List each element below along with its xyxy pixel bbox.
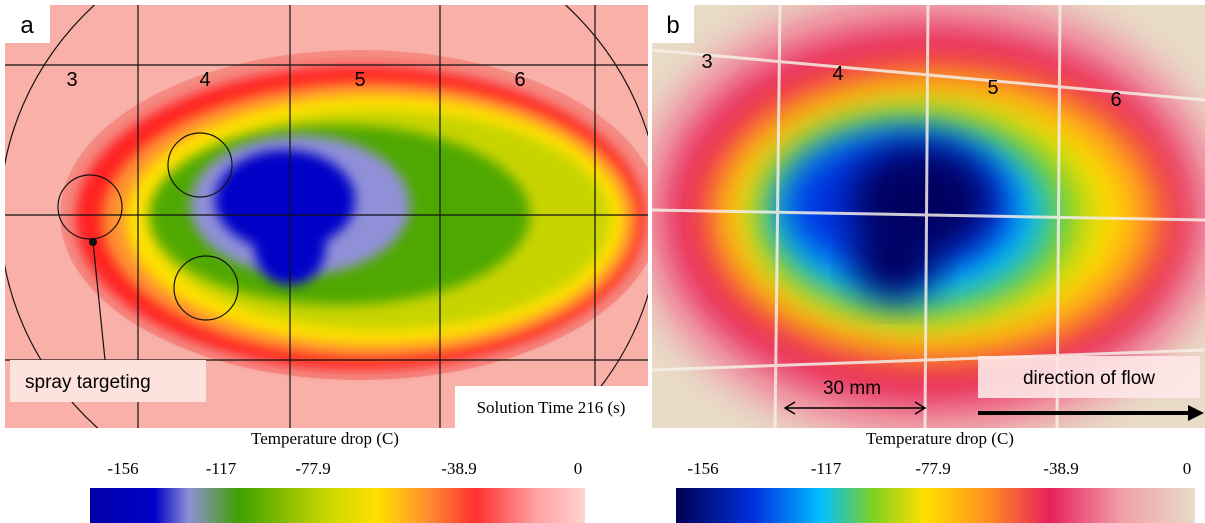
panel-label: a [20,12,34,39]
colorbar-tick: -77.9 [295,459,330,478]
colorbar-title: Temperature drop (C) [866,429,1014,448]
annotation: direction of flow [1023,368,1155,389]
colorbar [676,488,1195,523]
annotation: Solution Time 216 (s) [477,398,626,417]
grid-label: 6 [1110,89,1121,111]
colorbar-tick: -38.9 [1043,459,1078,478]
grid-label: 5 [987,77,998,99]
colorbar-tick: -156 [107,459,138,478]
colorbar [90,488,585,523]
grid-label: 3 [66,69,77,91]
panel-label: b [666,12,679,39]
grid-label: 6 [514,69,525,91]
colorbar-tick: -117 [206,459,237,478]
colorbar-tick: -117 [811,459,842,478]
colorbar-tick: -77.9 [915,459,950,478]
colorbar-tick: 0 [574,459,583,478]
colorbar-tick: 0 [1183,459,1192,478]
grid-label: 3 [701,51,712,73]
colorbar-tick: -38.9 [441,459,476,478]
annotation: 30 mm [823,378,881,399]
grid-label: 4 [832,63,843,85]
colorbar-title: Temperature drop (C) [251,429,399,448]
annotation: spray targeting [25,372,151,393]
grid-label: 5 [354,69,365,91]
figure: a 3 4 5 6 spray targeting Solution Time … [0,0,1205,523]
grid-label: 4 [199,69,210,91]
colorbar-tick: -156 [687,459,718,478]
